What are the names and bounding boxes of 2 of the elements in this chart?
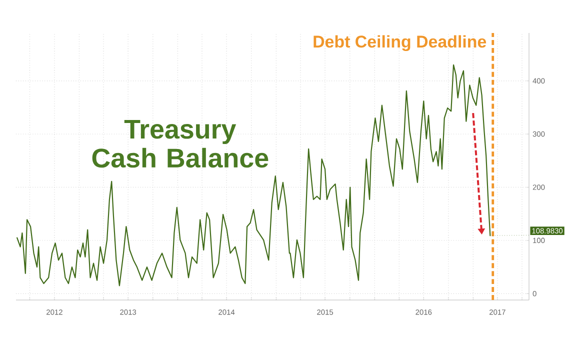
ref-line-label: Debt Ceiling Deadline: [314, 35, 486, 52]
text: Treasury Cash Balance: [92, 120, 268, 168]
